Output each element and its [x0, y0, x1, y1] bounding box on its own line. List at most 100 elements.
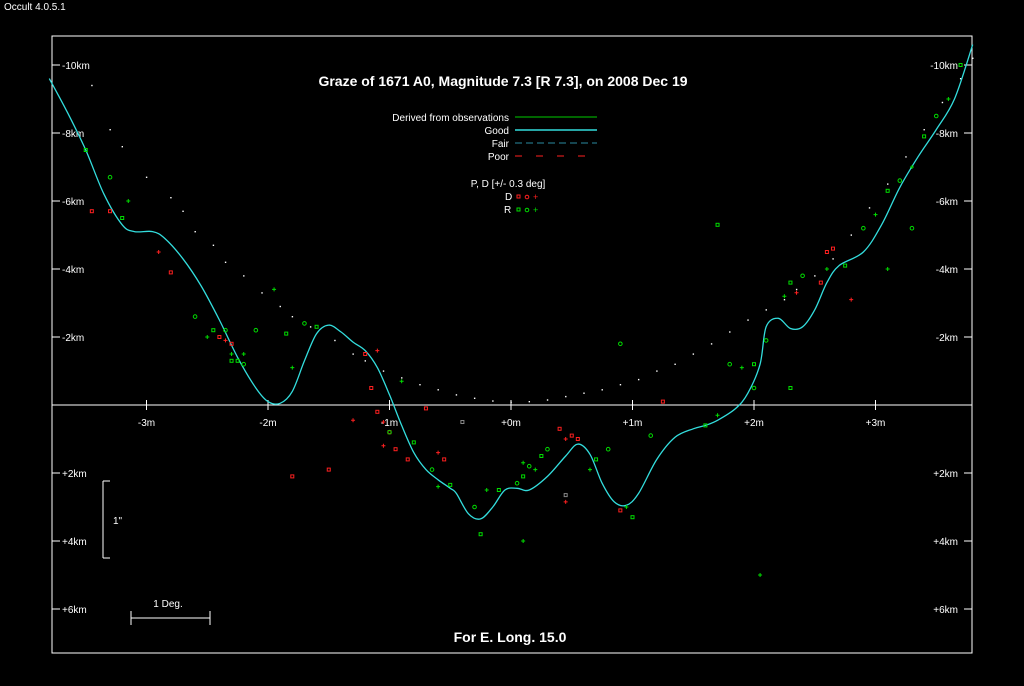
reappearance-point [594, 457, 599, 462]
reappearance-point [946, 97, 951, 101]
reappearance-point [223, 327, 228, 333]
legend-r-square [516, 207, 521, 212]
disappearance-point [108, 209, 113, 214]
legend: Derived from observations Good Fair Poor… [392, 113, 597, 216]
reappearance-point [496, 488, 501, 492]
x-tick-label: -1m [381, 418, 398, 429]
disappearance-point [363, 352, 368, 356]
degree-scale: 1 Deg. [130, 599, 211, 625]
predicted-limb-dot [850, 234, 852, 236]
predicted-limb-dot [656, 370, 658, 372]
y-tick-label-right: -4km [936, 265, 958, 276]
predicted-limb-dot [747, 319, 749, 321]
disappearance-point [818, 280, 823, 285]
disappearance-point [223, 338, 228, 343]
degree-scale-label: 1 Deg. [153, 599, 182, 610]
predicted-limb-dot [765, 309, 767, 311]
reappearance-point [788, 386, 793, 390]
reappearance-point [843, 263, 848, 268]
legend-d-plus: + [533, 192, 538, 202]
reappearance-point [83, 148, 88, 152]
predicted-limb-dot [637, 378, 640, 381]
reappearance-point [284, 331, 289, 336]
disappearance-point [575, 437, 580, 441]
reappearance-point [448, 482, 453, 487]
predicted-limb-dots [91, 57, 974, 404]
reappearance-point [387, 429, 392, 435]
predicted-limb-dot [492, 400, 494, 402]
y-tick-label-right: -6km [936, 197, 958, 208]
reappearance-point [703, 423, 708, 428]
legend-label-derived: Derived from observations [392, 113, 509, 124]
reappearance-point [909, 225, 915, 231]
disappearance-point [290, 474, 295, 479]
reappearance-point [253, 327, 259, 333]
predicted-limb-dot [109, 129, 111, 131]
disappearance-point [369, 386, 374, 390]
reappearance-point [235, 358, 240, 363]
reappearance-point [897, 178, 903, 183]
y-tick-label-right: -8km [936, 129, 958, 140]
disappearance-point [436, 450, 441, 455]
disappearance-point [557, 426, 562, 431]
disappearance-point [381, 443, 386, 448]
x-tick-label: +0m [501, 418, 521, 429]
predicted-limb-dot [783, 299, 786, 301]
reappearance-point [126, 199, 131, 203]
predicted-limb-dot [473, 397, 476, 399]
x-tick-label: -3m [138, 418, 155, 429]
disappearance-point [405, 457, 410, 462]
legend-d-label: D [505, 192, 512, 203]
predicted-limb-dot [972, 57, 974, 59]
y-tick-label-right: +2km [933, 469, 958, 480]
predicted-limb-dot [923, 129, 925, 131]
reappearance-point [533, 467, 538, 472]
predicted-limb-dot [795, 288, 798, 291]
predicted-limb-dot [546, 399, 549, 401]
predicted-limb-dot [334, 339, 336, 342]
predicted-limb-dot [510, 401, 512, 404]
reappearance-point [587, 467, 592, 472]
reappearance-point [399, 379, 404, 384]
limb-profile-line [48, 44, 974, 520]
disappearance-point [393, 447, 398, 452]
reappearance-point [873, 212, 878, 217]
predicted-limb-dot [619, 384, 622, 386]
reappearance-point [478, 532, 483, 537]
disappearance-point [794, 290, 799, 295]
disappearance-point [423, 406, 428, 411]
reappearance-point [752, 362, 756, 367]
predicted-limb-dot [279, 305, 281, 308]
disappearance-point [442, 457, 447, 462]
disappearance-point [563, 499, 568, 504]
legend-pd-title: P, D [+/- 0.3 deg] [471, 179, 546, 190]
reappearance-point [751, 385, 757, 391]
y-tick-label-left: -6km [62, 197, 84, 208]
predicted-limb-dot [352, 353, 354, 355]
disappearance-point [569, 433, 574, 438]
disappearance-point [375, 348, 380, 353]
predicted-limb-dot [419, 384, 421, 386]
reappearance-point [484, 488, 489, 492]
y-tick-label-left: +4km [62, 537, 87, 548]
reappearance-point [314, 324, 319, 329]
legend-label-poor: Poor [488, 152, 510, 163]
reappearance-point [521, 474, 526, 479]
reappearance-point [885, 267, 890, 271]
reappearance-point [739, 365, 744, 370]
legend-d-square [516, 194, 521, 199]
predicted-limb-dot [182, 210, 184, 212]
x-tick-label: +2m [744, 418, 764, 429]
y-tick-label-left: -10km [62, 61, 90, 72]
predicted-limb-dot [401, 377, 403, 379]
reappearance-point [514, 480, 520, 486]
x-tick-label: +3m [866, 418, 886, 429]
reappearance-point [272, 287, 277, 292]
limb-profile-group [48, 44, 974, 520]
reappearance-point [715, 222, 720, 227]
reappearance-point [763, 338, 769, 343]
predicted-limb-dot [437, 389, 439, 391]
reappearance-point [758, 573, 763, 577]
legend-d-circle [524, 194, 530, 200]
